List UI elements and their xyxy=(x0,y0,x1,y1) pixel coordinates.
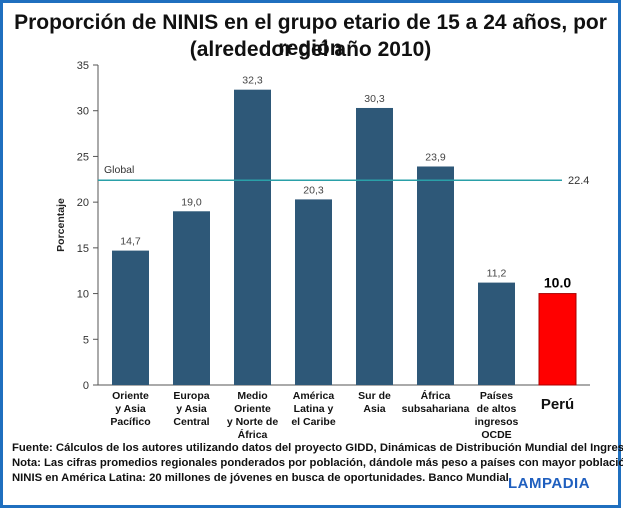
bar xyxy=(295,199,332,385)
x-category-label: el Caribe xyxy=(291,416,336,428)
bar-value-label: 23,9 xyxy=(425,151,446,163)
y-tick-label: 20 xyxy=(77,197,89,209)
y-axis-label: Porcentaje xyxy=(55,198,67,252)
y-tick-label: 15 xyxy=(77,243,89,255)
bar-value-label: 32,3 xyxy=(242,75,263,87)
x-category-label: y Asia xyxy=(176,403,207,415)
bar xyxy=(478,282,515,385)
bar xyxy=(417,166,454,385)
footer-note: Nota: Las cifras promedios regionales po… xyxy=(12,457,623,469)
x-category-label: OCDE xyxy=(481,429,511,441)
x-category-label: Latina y xyxy=(294,403,334,415)
footer-ninis: NINIS en América Latina: 20 millones de … xyxy=(12,472,509,484)
x-category-label: Países xyxy=(480,390,513,402)
x-category-label: Oriente xyxy=(112,390,149,402)
x-category-label: África xyxy=(421,389,451,402)
bar-value-label: 11,2 xyxy=(487,268,507,280)
chart-title-line-2: (alrededor del año 2010) xyxy=(189,38,432,61)
y-tick-label: 5 xyxy=(83,334,89,346)
bar-value-label: 19,0 xyxy=(181,196,202,208)
x-category-label: Perú xyxy=(541,396,574,413)
x-category-label: y Asia xyxy=(115,403,146,415)
bar-peru xyxy=(538,293,577,386)
y-tick-label: 35 xyxy=(77,60,89,72)
global-reference-label: Global xyxy=(104,164,134,176)
x-category-label: de altos xyxy=(477,403,517,415)
y-tick-label: 0 xyxy=(83,380,89,392)
brand-logo-text: LAMPADIA xyxy=(508,475,591,492)
bar xyxy=(173,211,210,385)
bar-value-label: 10.0 xyxy=(544,275,571,291)
x-category-label: Medio xyxy=(237,390,267,402)
x-category-label: Asia xyxy=(363,403,385,415)
y-tick-label: 30 xyxy=(77,106,89,118)
chart-title-line-1: Proporción de NINIS en el grupo etario d… xyxy=(14,11,607,60)
global-reference-value: 22.4 xyxy=(568,175,589,187)
x-category-label: Sur de xyxy=(358,390,391,402)
y-tick-label: 10 xyxy=(77,289,89,301)
x-category-label: ingresos xyxy=(475,416,519,428)
x-category-label: subsahariana xyxy=(402,403,470,415)
x-category-label: Central xyxy=(173,416,209,428)
bar xyxy=(112,250,149,385)
y-tick-label: 25 xyxy=(77,151,89,163)
x-category-label: África xyxy=(238,428,268,441)
bar-value-label: 30,3 xyxy=(364,93,385,105)
x-category-label: Europa xyxy=(173,390,209,402)
x-category-label: Oriente xyxy=(234,403,271,415)
bar xyxy=(356,107,393,385)
bar xyxy=(234,89,271,385)
x-category-label: Pacífico xyxy=(110,416,150,428)
x-category-label: América xyxy=(293,390,335,402)
bar-value-label: 20,3 xyxy=(303,184,324,196)
x-category-label: y Norte de xyxy=(227,416,279,428)
footer-source: Fuente: Cálculos de los autores utilizan… xyxy=(12,442,623,454)
bar-value-label: 14,7 xyxy=(120,236,141,248)
